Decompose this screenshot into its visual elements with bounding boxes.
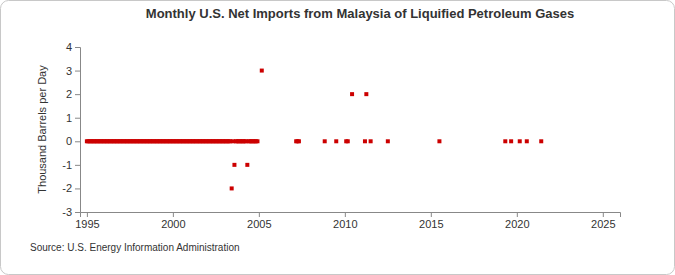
y-tick: 1 xyxy=(66,112,80,124)
x-tick: 2020 xyxy=(505,212,529,230)
point xyxy=(364,92,368,96)
y-tick-label: -1 xyxy=(62,159,72,171)
x-tick-mark xyxy=(517,212,518,217)
y-tick-label: 4 xyxy=(66,41,72,53)
point xyxy=(509,139,513,143)
y-tick-mark xyxy=(75,212,80,213)
y-axis-line xyxy=(75,48,81,213)
point xyxy=(334,139,338,143)
x-tick-label: 2005 xyxy=(247,218,271,230)
points xyxy=(85,69,543,191)
y-tick: 2 xyxy=(66,88,80,100)
y-axis: -3 -2 -1 0 1 2 3 4 xyxy=(62,41,80,218)
chart-border xyxy=(1,1,675,275)
point xyxy=(297,139,301,143)
x-tick: 2000 xyxy=(161,212,185,230)
point xyxy=(539,139,543,143)
y-axis-title: Thousand Barrels per Day xyxy=(36,65,48,194)
x-tick-mark xyxy=(259,212,260,217)
point xyxy=(437,139,441,143)
y-tick-mark xyxy=(75,47,80,48)
title: Monthly U.S. Net Imports from Malaysia o… xyxy=(146,6,574,21)
y-tick-mark xyxy=(75,94,80,95)
y-tick: -2 xyxy=(62,182,80,194)
y-tick: 4 xyxy=(66,41,80,53)
point xyxy=(232,163,236,167)
x-tick-label: 2000 xyxy=(161,218,185,230)
y-tick-label: 1 xyxy=(66,112,72,124)
x-tick-label: 1995 xyxy=(75,218,99,230)
y-tick-label: -3 xyxy=(62,206,72,218)
y-tick-mark xyxy=(75,118,80,119)
x-tick: 2005 xyxy=(247,212,271,230)
y-tick: 0 xyxy=(66,135,80,147)
point xyxy=(386,139,390,143)
point xyxy=(363,139,367,143)
x-tick-label: 2015 xyxy=(419,218,443,230)
point xyxy=(369,139,373,143)
x-tick-label: 2010 xyxy=(333,218,357,230)
y-tick-label: 2 xyxy=(66,88,72,100)
y-tick-label: 0 xyxy=(66,135,72,147)
y-tick-mark xyxy=(75,71,80,72)
y-tick: -1 xyxy=(62,159,80,171)
point xyxy=(518,139,522,143)
y-tick-mark xyxy=(75,188,80,189)
x-tick: 2015 xyxy=(419,212,443,230)
point xyxy=(323,139,327,143)
point xyxy=(346,139,350,143)
point xyxy=(230,186,234,190)
x-tick-mark xyxy=(431,212,432,217)
point xyxy=(245,163,249,167)
x-tick-label: 2025 xyxy=(591,218,615,230)
y-tick: 3 xyxy=(66,65,80,77)
x-tick: 2025 xyxy=(591,212,615,230)
y-tick: -3 xyxy=(62,206,80,218)
chart: 1995 2000 2005 2010 2015 2020 2025 -3 -2 -1 0 1 2 3 4 M… xyxy=(0,0,675,275)
x-tick-mark xyxy=(87,212,88,217)
y-tick-mark xyxy=(75,141,80,142)
y-tick-label: 3 xyxy=(66,65,72,77)
source-note: Source: U.S. Energy Information Administ… xyxy=(30,242,240,253)
point xyxy=(350,92,354,96)
point xyxy=(525,139,529,143)
point xyxy=(503,139,507,143)
x-tick-mark xyxy=(603,212,604,217)
x-tick: 1995 xyxy=(75,212,99,230)
x-axis-line xyxy=(81,213,621,218)
x-tick-label: 2020 xyxy=(505,218,529,230)
point xyxy=(255,139,259,143)
x-tick-mark xyxy=(345,212,346,217)
x-tick: 2010 xyxy=(333,212,357,230)
y-tick-label: -2 xyxy=(62,182,72,194)
x-axis: 1995 2000 2005 2010 2015 2020 2025 xyxy=(75,212,620,230)
point xyxy=(260,69,264,73)
x-tick-mark xyxy=(173,212,174,217)
y-tick-mark xyxy=(75,165,80,166)
